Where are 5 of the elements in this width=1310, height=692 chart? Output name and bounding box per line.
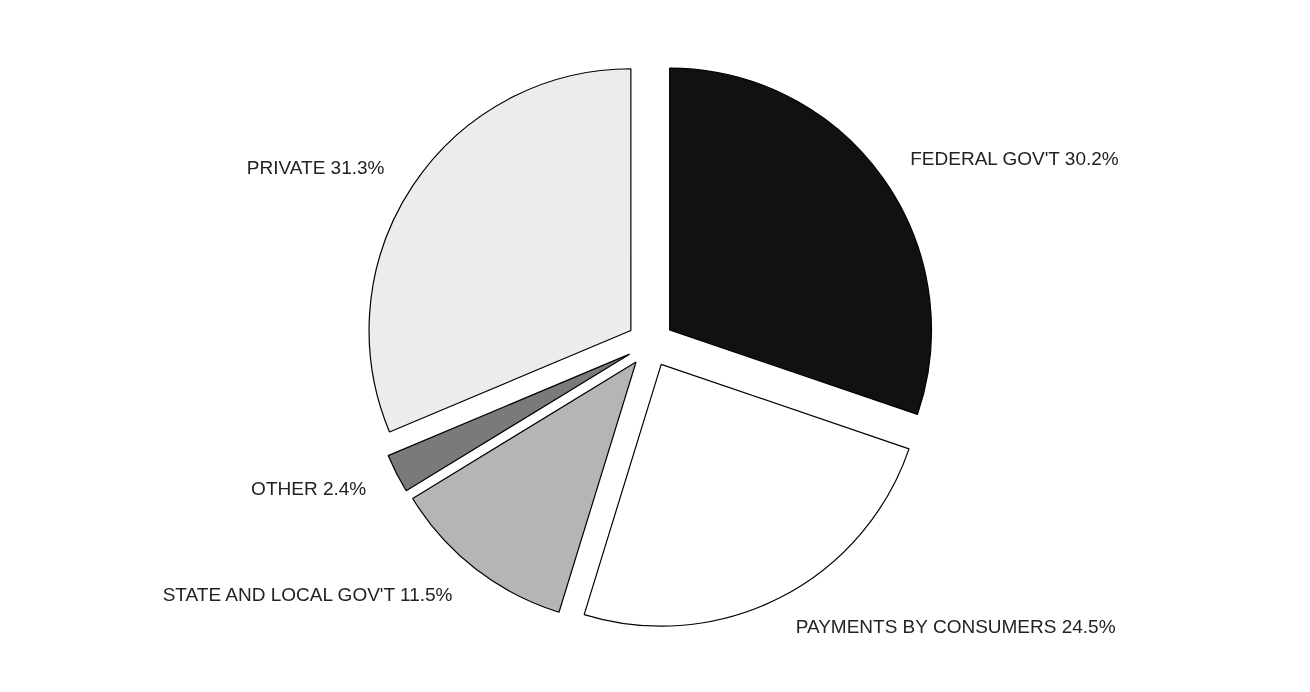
slice-label: OTHER 2.4% xyxy=(251,477,367,499)
slice-label: PAYMENTS BY CONSUMERS 24.5% xyxy=(795,615,1116,637)
slice-label: FEDERAL GOV'T 30.2% xyxy=(910,148,1119,170)
slice-label: STATE AND LOCAL GOV'T 11.5% xyxy=(162,583,453,605)
slice-label: PRIVATE 31.3% xyxy=(246,157,385,179)
